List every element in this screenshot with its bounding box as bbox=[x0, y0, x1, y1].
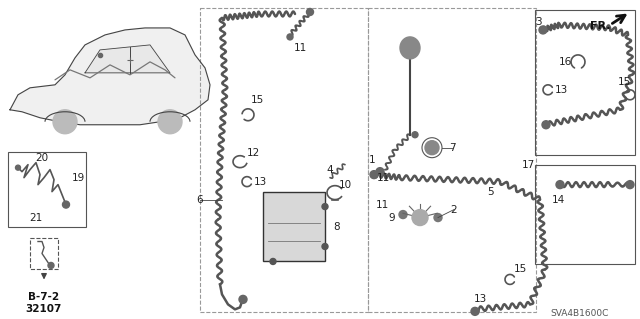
Text: 11: 11 bbox=[293, 43, 307, 53]
Bar bbox=[263, 192, 325, 262]
Circle shape bbox=[48, 263, 54, 269]
Text: 7: 7 bbox=[449, 143, 455, 153]
Text: 16: 16 bbox=[558, 57, 572, 67]
Text: 15: 15 bbox=[250, 95, 264, 105]
Text: 15: 15 bbox=[513, 264, 527, 274]
Text: 9: 9 bbox=[388, 212, 396, 223]
Text: 10: 10 bbox=[339, 180, 351, 189]
Circle shape bbox=[239, 295, 247, 303]
Text: B-7-2: B-7-2 bbox=[28, 293, 60, 302]
Circle shape bbox=[425, 141, 439, 155]
Text: 5: 5 bbox=[486, 187, 493, 197]
Circle shape bbox=[376, 168, 384, 176]
Bar bbox=[30, 238, 58, 270]
Circle shape bbox=[471, 308, 479, 315]
Text: 6: 6 bbox=[196, 195, 204, 204]
Text: 3: 3 bbox=[534, 17, 541, 27]
Text: 12: 12 bbox=[246, 148, 260, 158]
Text: 21: 21 bbox=[29, 212, 43, 223]
Circle shape bbox=[412, 132, 418, 138]
Text: FR.: FR. bbox=[589, 21, 611, 31]
Circle shape bbox=[370, 171, 378, 179]
Text: 8: 8 bbox=[333, 221, 340, 232]
Circle shape bbox=[412, 210, 428, 226]
Text: 13: 13 bbox=[253, 177, 267, 187]
Text: 20: 20 bbox=[35, 153, 49, 163]
Text: 13: 13 bbox=[554, 85, 568, 95]
Text: 13: 13 bbox=[474, 294, 486, 304]
Circle shape bbox=[539, 26, 547, 34]
Circle shape bbox=[53, 110, 77, 134]
Circle shape bbox=[399, 211, 407, 219]
Circle shape bbox=[63, 201, 70, 208]
Circle shape bbox=[556, 181, 564, 189]
Ellipse shape bbox=[400, 37, 420, 59]
Bar bbox=[535, 10, 635, 155]
Text: 19: 19 bbox=[72, 173, 84, 183]
Text: 11: 11 bbox=[376, 200, 388, 210]
Bar bbox=[8, 152, 86, 226]
Circle shape bbox=[434, 213, 442, 222]
Circle shape bbox=[307, 9, 314, 15]
Bar bbox=[200, 8, 368, 312]
Circle shape bbox=[322, 204, 328, 210]
Text: 4: 4 bbox=[326, 165, 333, 175]
Circle shape bbox=[287, 34, 293, 40]
Polygon shape bbox=[10, 28, 210, 125]
Text: SVA4B1600C: SVA4B1600C bbox=[551, 309, 609, 318]
Circle shape bbox=[626, 181, 634, 189]
Text: 15: 15 bbox=[618, 77, 630, 87]
Text: 14: 14 bbox=[552, 195, 564, 204]
Circle shape bbox=[158, 110, 182, 134]
Circle shape bbox=[542, 121, 550, 129]
Bar bbox=[368, 8, 536, 312]
Circle shape bbox=[15, 165, 20, 170]
Bar bbox=[535, 165, 635, 264]
Text: 2: 2 bbox=[451, 204, 458, 215]
Text: 11: 11 bbox=[376, 173, 390, 183]
Circle shape bbox=[270, 258, 276, 264]
Text: 17: 17 bbox=[522, 160, 534, 170]
Text: 32107: 32107 bbox=[26, 304, 62, 314]
Circle shape bbox=[322, 243, 328, 249]
Polygon shape bbox=[85, 45, 170, 73]
Circle shape bbox=[473, 308, 479, 314]
Text: 1: 1 bbox=[369, 155, 375, 165]
